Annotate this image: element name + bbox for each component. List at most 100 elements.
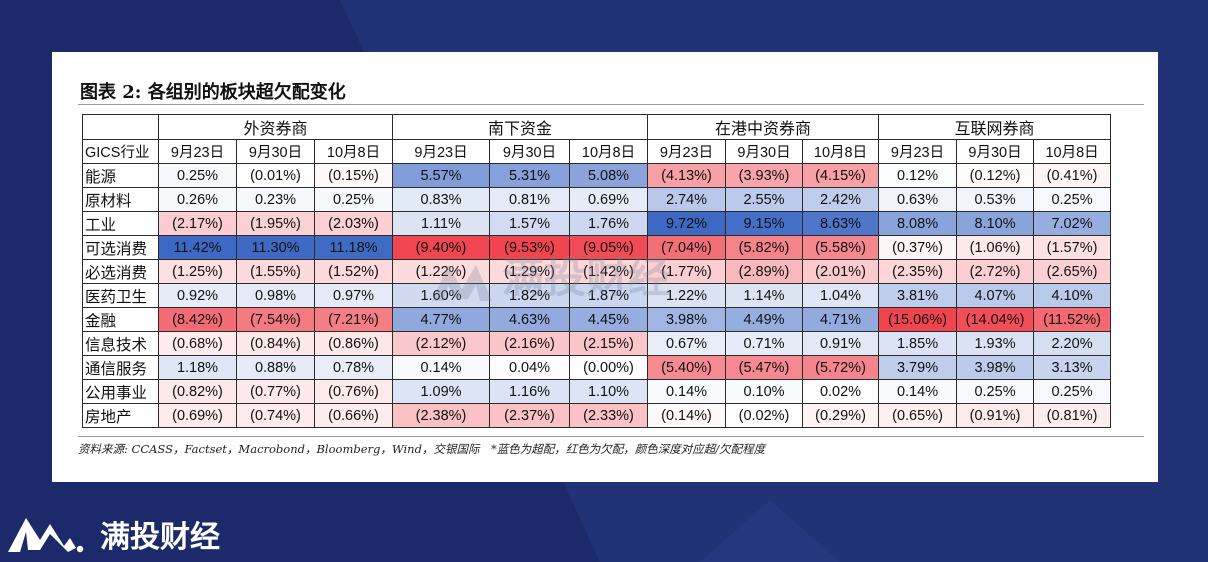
- industry-label: 医药卫生: [82, 283, 159, 308]
- value-cell: (5.47%): [725, 355, 803, 380]
- table-row: 房地产 (0.69%) (0.74%) (0.66%) (2.38%) (2.37%) (2…: [82, 403, 1112, 428]
- value-cell: 2.74%: [647, 187, 726, 212]
- brand-name: 满投财经: [100, 520, 220, 555]
- value-cell: 9.72%: [647, 211, 726, 236]
- value-cell: (1.06%): [956, 235, 1035, 260]
- value-cell: 0.88%: [236, 355, 315, 380]
- value-cell: 11.42%: [158, 235, 237, 260]
- value-cell: 3.79%: [878, 355, 958, 380]
- value-cell: (0.01%): [236, 163, 315, 188]
- value-cell: (0.74%): [236, 403, 315, 428]
- report-card: 图表 2: 各组别的板块超欠配变化 外资券商 南下资金 在港中资券商 互联网券商…: [52, 52, 1158, 482]
- value-cell: 0.12%: [878, 163, 958, 188]
- industry-label: 通信服务: [82, 355, 159, 380]
- value-cell: 4.10%: [1033, 283, 1112, 308]
- value-cell: (2.15%): [569, 331, 648, 356]
- value-cell: 3.81%: [878, 283, 958, 308]
- date-header-southbound-1: 9月23日: [392, 139, 490, 164]
- value-cell: 8.63%: [801, 211, 880, 236]
- industry-label: 金融: [82, 307, 159, 332]
- value-cell: (0.82%): [158, 379, 237, 404]
- value-cell: (4.13%): [647, 163, 726, 188]
- value-cell: 1.57%: [489, 211, 570, 236]
- table-row: 能源 0.25% (0.01%) (0.15%) 5.57% 5.31% 5.08% (4.1…: [82, 163, 1112, 188]
- value-cell: 0.78%: [314, 355, 393, 380]
- value-cell: (0.29%): [801, 403, 880, 428]
- value-cell: (0.37%): [878, 235, 958, 260]
- value-cell: 4.49%: [725, 307, 803, 332]
- value-cell: 0.25%: [158, 163, 237, 188]
- value-cell: 2.55%: [725, 187, 803, 212]
- value-cell: 0.02%: [801, 379, 880, 404]
- value-cell: 0.92%: [158, 283, 237, 308]
- value-cell: (1.55%): [236, 259, 315, 284]
- date-header-chinese-brokers-hk-2: 9月30日: [725, 139, 803, 164]
- value-cell: (9.53%): [489, 235, 570, 260]
- value-cell: (0.84%): [236, 331, 315, 356]
- value-cell: (3.93%): [725, 163, 803, 188]
- value-cell: 3.98%: [647, 307, 726, 332]
- group-header-row: 外资券商 南下资金 在港中资券商 互联网券商: [82, 114, 1112, 140]
- value-cell: 8.08%: [878, 211, 958, 236]
- value-cell: (0.66%): [314, 403, 393, 428]
- industry-column-header: GICS行业: [82, 139, 159, 164]
- industry-label: 工业: [82, 211, 159, 236]
- value-cell: (0.86%): [314, 331, 393, 356]
- value-cell: (1.29%): [489, 259, 570, 284]
- value-cell: (5.72%): [801, 355, 880, 380]
- value-cell: 1.82%: [489, 283, 570, 308]
- brand-logo: 满投财经: [6, 512, 220, 556]
- value-cell: 1.18%: [158, 355, 237, 380]
- value-cell: 0.71%: [725, 331, 803, 356]
- group-header-southbound: 南下资金: [392, 114, 648, 140]
- value-cell: 0.23%: [236, 187, 315, 212]
- value-cell: 0.14%: [878, 379, 958, 404]
- value-cell: (2.72%): [956, 259, 1035, 284]
- date-header-foreign-brokers-2: 9月30日: [236, 139, 315, 164]
- value-cell: 0.53%: [956, 187, 1035, 212]
- value-cell: (9.40%): [392, 235, 490, 260]
- value-cell: 0.14%: [392, 355, 490, 380]
- value-cell: 0.26%: [158, 187, 237, 212]
- value-cell: (1.22%): [392, 259, 490, 284]
- value-cell: 1.22%: [647, 283, 726, 308]
- value-cell: 3.13%: [1033, 355, 1112, 380]
- value-cell: 0.25%: [1033, 379, 1112, 404]
- date-header-southbound-2: 9月30日: [489, 139, 570, 164]
- value-cell: 1.16%: [489, 379, 570, 404]
- value-cell: 5.08%: [569, 163, 648, 188]
- date-header-internet-brokers-2: 9月30日: [956, 139, 1035, 164]
- value-cell: (0.15%): [314, 163, 393, 188]
- value-cell: (0.76%): [314, 379, 393, 404]
- value-cell: 4.45%: [569, 307, 648, 332]
- sector-allocation-table: 外资券商 南下资金 在港中资券商 互联网券商 GICS行业 9月23日 9月30日…: [82, 114, 1112, 428]
- value-cell: (2.16%): [489, 331, 570, 356]
- value-cell: 4.71%: [801, 307, 880, 332]
- group-header-foreign-brokers: 外资券商: [158, 114, 393, 140]
- date-header-chinese-brokers-hk-3: 10月8日: [801, 139, 880, 164]
- value-cell: 7.02%: [1033, 211, 1112, 236]
- value-cell: (2.03%): [314, 211, 393, 236]
- value-cell: 0.91%: [801, 331, 880, 356]
- value-cell: 5.57%: [392, 163, 490, 188]
- value-cell: 1.04%: [801, 283, 880, 308]
- value-cell: (0.02%): [725, 403, 803, 428]
- value-cell: 1.60%: [392, 283, 490, 308]
- value-cell: 0.04%: [489, 355, 570, 380]
- source-footnote: 资料来源: CCASS，Factset，Macrobond，Bloomberg，…: [78, 436, 1144, 457]
- value-cell: 0.98%: [236, 283, 315, 308]
- industry-label: 原材料: [82, 187, 159, 212]
- value-cell: (5.82%): [725, 235, 803, 260]
- value-cell: (0.91%): [956, 403, 1035, 428]
- value-cell: 1.10%: [569, 379, 648, 404]
- value-cell: 4.07%: [956, 283, 1035, 308]
- value-cell: (2.38%): [392, 403, 490, 428]
- table-row: 金融 (8.42%) (7.54%) (7.21%) 4.77% 4.63% 4.45% 3.…: [82, 307, 1112, 332]
- table-row: 通信服务 1.18% 0.88% 0.78% 0.14% 0.04% (0.00%) (5.4…: [82, 355, 1112, 380]
- value-cell: 0.97%: [314, 283, 393, 308]
- mountain-m-logo-icon: [8, 518, 84, 553]
- industry-label: 信息技术: [82, 331, 159, 356]
- value-cell: (2.35%): [878, 259, 958, 284]
- value-cell: (2.33%): [569, 403, 648, 428]
- value-cell: 1.85%: [878, 331, 958, 356]
